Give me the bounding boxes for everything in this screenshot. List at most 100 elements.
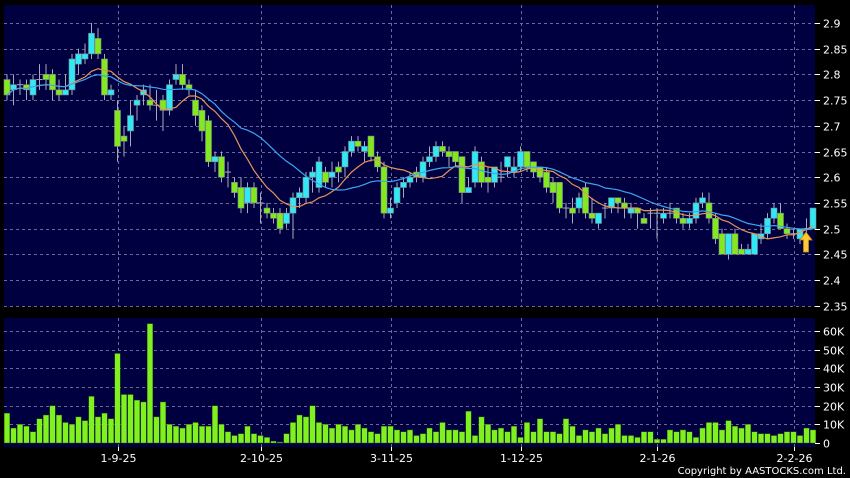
volume-tick-label: 30K [823,382,845,395]
volume-bar [322,424,329,444]
candle-down [679,218,687,224]
candle-down [549,182,557,193]
volume-bar [517,437,524,444]
candle-down [276,212,284,229]
candle-up [504,156,511,168]
volume-bar [654,439,661,444]
candle-down [250,187,258,204]
volume-bar [641,431,648,444]
volume-bar [576,435,583,444]
volume-bar [803,427,810,444]
price-tick-label: 2.7 [823,121,841,134]
volume-bar [634,437,641,444]
candle-up [107,89,115,96]
volume-bar [582,429,589,444]
volume-bar [56,414,63,444]
axis-labels: 2.35 2.4 2.45 2.5 2.55 2.6 2.65 2.7 2.75 2.8 2.85 2… [101,18,848,466]
date-tick-label: 1-12-25 [500,452,543,465]
volume-bar [569,426,576,444]
candle-down [783,228,791,235]
volume-bar [316,422,323,444]
candle-down [458,156,466,193]
volume-bar [621,435,628,444]
volume-bar [628,435,635,444]
volume-bar [30,431,37,444]
candle-down [367,135,375,157]
volume-bar [296,414,303,444]
volume-bar [244,426,251,444]
volume-tick-label: 40K [823,363,845,376]
volume-bar [439,422,446,444]
candle-down [198,110,206,132]
candle-up [627,207,635,214]
volume-bar [43,414,50,444]
candle-up [166,84,173,111]
volume-bar [198,426,205,444]
volume-bar [472,435,479,444]
candle-up [692,202,700,219]
candle-up [744,248,752,255]
volume-bar [498,427,505,444]
price-tick-label: 2.45 [823,249,848,262]
candle-up [133,99,141,106]
volume-bar [250,433,257,444]
candle-up [400,182,407,188]
volume-bar [725,420,732,444]
candle-down [205,120,212,163]
volume-bar [413,435,420,444]
volume-bar [563,418,570,444]
volume-bar [192,422,199,444]
candle-up [406,176,414,183]
candle-up [88,32,95,55]
price-tick-label: 2.8 [823,69,841,82]
price-tick-label: 2.9 [823,18,841,31]
volume-bar [387,426,394,444]
volume-bar [407,429,414,444]
candle-down [543,171,550,188]
candle-up [75,53,82,65]
volume-bar [62,422,69,444]
candle-down [569,207,576,214]
candle-down [705,202,713,219]
candle-down [263,207,271,214]
volume-tick-label: 10K [823,419,845,432]
candle-up [595,212,602,224]
volume-bar [394,429,401,444]
candle-up [660,212,667,219]
candle-down [621,202,628,209]
candle-down [556,182,563,209]
candle-down [94,38,102,55]
volume-bar [602,433,609,444]
volume-bar [10,427,17,444]
copyright-text: Copyright by AASTOCKS.com Ltd. [678,466,846,477]
candle-up [725,233,732,255]
volume-bar [159,401,166,444]
volume-bar [257,435,264,444]
volume-bar [224,431,231,444]
volume-bar [81,420,88,444]
date-tick-label: 2-1-26 [640,452,676,465]
volume-bar [790,431,797,444]
volume-bar [478,416,485,444]
candle-down [179,74,186,85]
candle-down [452,151,459,163]
volume-bar [426,427,433,444]
candle-up [471,151,479,183]
candle-up [296,192,303,199]
candle-down [354,140,362,147]
volume-bar [88,396,95,444]
volume-bar [140,401,147,444]
candle-down [49,74,56,91]
volume-bar [686,431,693,444]
candle-down [114,110,121,147]
volume-bar [75,416,82,444]
date-tick-label: 2-2-26 [777,452,813,465]
candle-up [608,197,615,209]
volume-bar [127,394,134,444]
candle-up [283,212,290,224]
candle-down [478,161,485,183]
candle-down [614,197,622,204]
candle-down [218,156,225,178]
up-arrow-icon [799,231,813,253]
volume-bar [504,431,511,444]
